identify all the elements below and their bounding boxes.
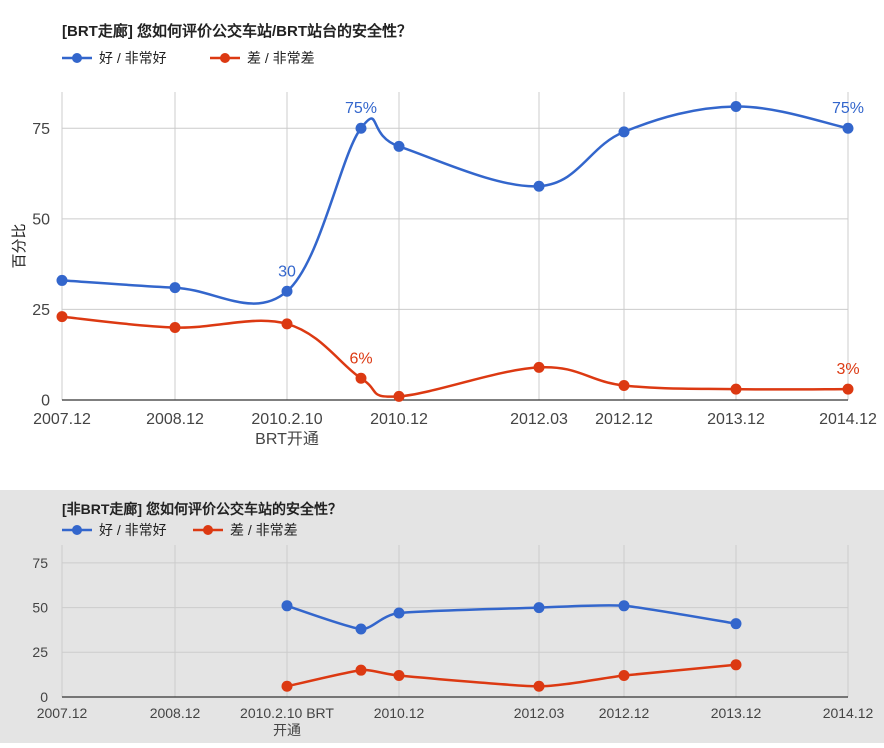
data-point-1 [533, 361, 545, 373]
legend-marker-1 [220, 53, 230, 63]
data-point-0 [281, 600, 293, 612]
data-point-0 [842, 122, 854, 134]
data-point-0 [393, 140, 405, 152]
data-point-0 [730, 100, 742, 112]
chart-panel-non-brt: [非BRT走廊] 您如何评价公交车站的安全性？ 好 / 非常好 差 / 非常差 0 25… [0, 490, 884, 743]
y-tick-label: 25 [32, 644, 48, 660]
data-point-1 [842, 383, 854, 395]
data-point-0 [533, 180, 545, 192]
data-point-0 [393, 607, 405, 619]
y-tick-label: 50 [32, 211, 50, 228]
legend-label-1: 差 / 非常差 [230, 522, 298, 538]
x-tick-label: 2012.03 [510, 411, 568, 428]
legend: 好 / 非常好 差 / 非常差 [62, 522, 298, 538]
data-point-1 [533, 680, 545, 692]
series-line-1 [286, 663, 737, 688]
brt-safety-chart: [BRT走廊] 您如何评价公交车站/BRT站台的安全性？ 好 / 非常好 差 / 非… [11, 22, 877, 448]
data-label-0: 75% [832, 100, 864, 117]
chart-panel-brt: [BRT走廊] 您如何评价公交车站/BRT站台的安全性？ 好 / 非常好 差 / 非… [11, 22, 878, 448]
y-tick-label: 75 [32, 555, 48, 571]
data-point-0 [533, 602, 545, 614]
x-tick-label: 2014.12 [823, 705, 874, 721]
y-tick-label: 0 [40, 689, 48, 705]
x-tick-label: 2010.12 [374, 705, 425, 721]
y-tick-label: 25 [32, 302, 50, 319]
x-tick-label: 2013.12 [711, 705, 762, 721]
x-tick-label: 2012.12 [595, 411, 653, 428]
data-point-1 [730, 659, 742, 671]
non-brt-safety-chart: [非BRT走廊] 您如何评价公交车站的安全性？ 好 / 非常好 差 / 非常差 0 25… [32, 501, 874, 738]
x-tick-label: 2013.12 [707, 411, 765, 428]
x-tick-label: 开通 [273, 722, 301, 738]
x-tick-label: 2014.12 [819, 411, 877, 428]
data-point-1 [355, 664, 367, 676]
data-point-1 [393, 670, 405, 682]
data-point-0 [355, 122, 367, 134]
x-tick-label: 2012.03 [514, 705, 565, 721]
y-tick-label: 50 [32, 599, 48, 615]
data-label-1: 3% [836, 361, 859, 378]
data-point-1 [169, 322, 181, 334]
y-axis-label: 百分比 [11, 223, 28, 268]
series-line-0 [61, 105, 849, 305]
x-tick-label: 2007.12 [33, 411, 91, 428]
data-point-0 [618, 126, 630, 138]
data-point-1 [355, 372, 367, 384]
legend-marker-0 [72, 525, 82, 535]
y-tick-label: 75 [32, 121, 50, 138]
x-tick-label: 2010.2.10 BRT [240, 705, 334, 721]
data-point-1 [281, 318, 293, 330]
data-point-0 [618, 600, 630, 612]
data-point-1 [618, 380, 630, 392]
legend: 好 / 非常好 差 / 非常差 [62, 50, 315, 66]
legend-marker-1 [203, 525, 213, 535]
data-point-1 [730, 383, 742, 395]
data-point-0 [56, 274, 68, 286]
data-point-0 [281, 285, 293, 297]
data-point-0 [355, 623, 367, 635]
data-label-1: 6% [349, 350, 372, 367]
chart-title: [非BRT走廊] 您如何评价公交车站的安全性？ [62, 501, 342, 517]
x-tick-label: 2008.12 [146, 411, 204, 428]
data-label-0: 75% [345, 100, 377, 117]
legend-label-0: 好 / 非常好 [99, 522, 167, 538]
chart-title: [BRT走廊] 您如何评价公交车站/BRT站台的安全性？ [62, 22, 412, 40]
x-tick-label: BRT开通 [255, 430, 319, 448]
data-label-0: 30 [278, 263, 296, 280]
legend-label-1: 差 / 非常差 [247, 50, 315, 66]
series-line-0 [286, 604, 737, 631]
x-tick-label: 2008.12 [150, 705, 201, 721]
data-point-1 [281, 680, 293, 692]
series-line-1 [61, 315, 849, 398]
legend-label-0: 好 / 非常好 [99, 50, 167, 66]
data-point-0 [169, 282, 181, 294]
data-point-1 [56, 311, 68, 323]
legend-marker-0 [72, 53, 82, 63]
x-tick-label: 2007.12 [37, 705, 88, 721]
x-tick-label: 2010.12 [370, 411, 428, 428]
data-point-0 [730, 618, 742, 630]
y-tick-label: 0 [41, 393, 50, 410]
x-tick-label: 2012.12 [599, 705, 650, 721]
x-tick-label: 2010.2.10 [251, 411, 322, 428]
data-point-1 [393, 390, 405, 402]
data-point-1 [618, 670, 630, 682]
